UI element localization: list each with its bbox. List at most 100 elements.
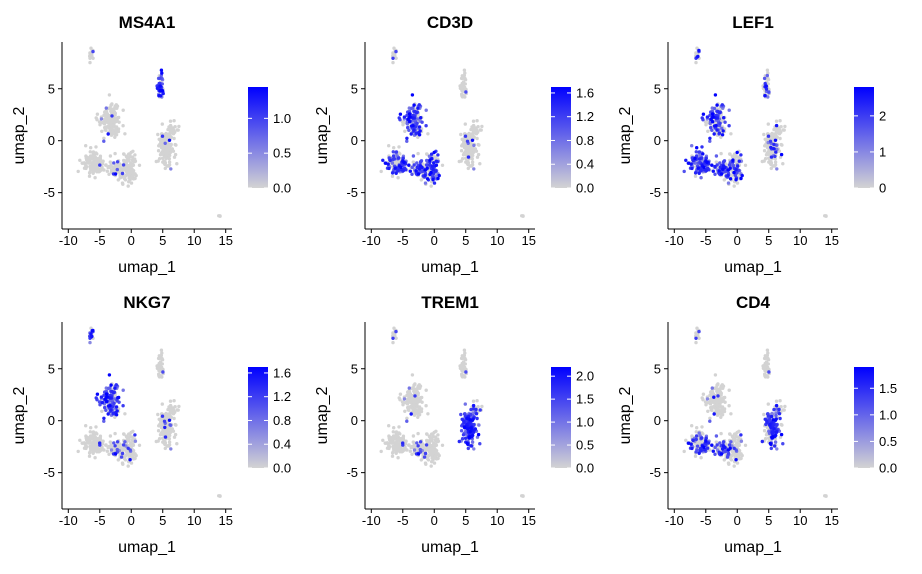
- cell-point: [763, 374, 767, 378]
- cell-point: [113, 444, 117, 448]
- cell-point: [108, 154, 113, 158]
- cell-point: [410, 165, 414, 170]
- cell-point: [470, 440, 475, 444]
- cell-point: [463, 156, 468, 160]
- cell-point: [102, 448, 106, 452]
- cell-point: [125, 167, 129, 172]
- cell-point: [682, 449, 686, 454]
- cell-point: [417, 125, 422, 129]
- cell-point: [714, 434, 719, 438]
- cell-point: [169, 404, 173, 408]
- cell-point: [715, 103, 719, 107]
- y-tick-label: 0: [48, 413, 55, 428]
- cell-point: [721, 167, 725, 171]
- cell-point: [775, 167, 779, 171]
- cell-point: [697, 431, 701, 435]
- cell-point: [107, 373, 112, 377]
- cell-point: [398, 392, 403, 396]
- cell-point: [123, 412, 127, 416]
- cell-point: [727, 108, 731, 112]
- cell-point: [521, 214, 525, 218]
- cell-point: [121, 124, 125, 128]
- cell-point: [411, 124, 415, 128]
- cell-point: [462, 68, 467, 72]
- cell-point: [471, 399, 476, 403]
- cell-point: [390, 454, 395, 458]
- cell-point: [521, 494, 525, 498]
- cell-point: [116, 178, 121, 182]
- cell-point: [90, 334, 94, 339]
- cell-point: [760, 439, 764, 444]
- cell-point: [694, 340, 698, 345]
- cell-point: [769, 166, 773, 171]
- cell-point: [718, 441, 722, 445]
- cell-point: [387, 446, 391, 451]
- cell-point: [470, 138, 475, 142]
- cell-point: [91, 451, 95, 455]
- legend-tick-label: 0.5: [273, 146, 291, 161]
- cell-point: [718, 387, 722, 391]
- cell-point: [769, 446, 773, 451]
- cell-point: [114, 104, 118, 108]
- cell-point: [126, 464, 130, 468]
- cell-point: [401, 123, 405, 127]
- cell-point: [699, 176, 703, 180]
- cell-point: [472, 423, 476, 427]
- cell-point: [710, 386, 714, 390]
- cell-point: [460, 94, 464, 98]
- cell-point: [412, 443, 416, 447]
- cell-point: [695, 426, 699, 430]
- cell-point: [475, 399, 479, 403]
- cell-point: [713, 93, 718, 97]
- cell-point: [714, 160, 718, 164]
- y-tick-label: 5: [654, 81, 661, 96]
- cell-point: [392, 157, 396, 161]
- cell-point: [721, 164, 726, 168]
- cell-point: [783, 124, 787, 129]
- cell-point: [106, 132, 110, 136]
- cell-point: [168, 399, 173, 403]
- legend-tick-label: 1.5: [879, 381, 897, 396]
- cell-point: [695, 444, 700, 448]
- cell-point: [100, 129, 104, 133]
- cell-point: [781, 442, 785, 446]
- cell-point: [434, 159, 438, 163]
- cell-point: [94, 158, 98, 162]
- y-axis-label: umap_2: [11, 386, 28, 444]
- cell-point: [93, 443, 97, 447]
- x-tick-label: 15: [824, 233, 838, 248]
- cell-point: [93, 163, 97, 167]
- cell-point: [710, 163, 714, 167]
- legend-tick-label: 1: [879, 144, 886, 159]
- cell-point: [106, 412, 110, 416]
- cell-point: [381, 158, 385, 162]
- cell-point: [713, 373, 718, 377]
- cell-point: [390, 441, 395, 445]
- cell-point: [722, 396, 726, 400]
- cell-point: [409, 412, 413, 416]
- legend-tick-label: 0.4: [273, 437, 291, 452]
- y-tick-label: 5: [351, 361, 358, 376]
- cell-point: [459, 159, 463, 163]
- cell-point: [710, 112, 715, 116]
- cell-point: [824, 214, 828, 218]
- cell-point: [416, 172, 421, 176]
- x-tick-label: 5: [462, 233, 469, 248]
- cell-point: [726, 451, 731, 456]
- legend-tick-label: 0.8: [273, 413, 291, 428]
- cell-point: [96, 446, 100, 451]
- cell-point: [398, 398, 402, 402]
- x-tick-label: 10: [793, 513, 807, 528]
- cell-point: [723, 449, 728, 454]
- cell-point: [127, 436, 131, 441]
- x-tick-label: 5: [159, 233, 166, 248]
- cell-point: [113, 415, 117, 419]
- cell-point: [727, 443, 732, 447]
- cell-point: [769, 155, 774, 159]
- cell-point: [163, 141, 167, 145]
- cell-point: [737, 457, 742, 461]
- cell-point: [712, 106, 717, 111]
- cell-point: [122, 457, 127, 461]
- cell-point: [762, 76, 767, 81]
- cell-point: [716, 394, 720, 398]
